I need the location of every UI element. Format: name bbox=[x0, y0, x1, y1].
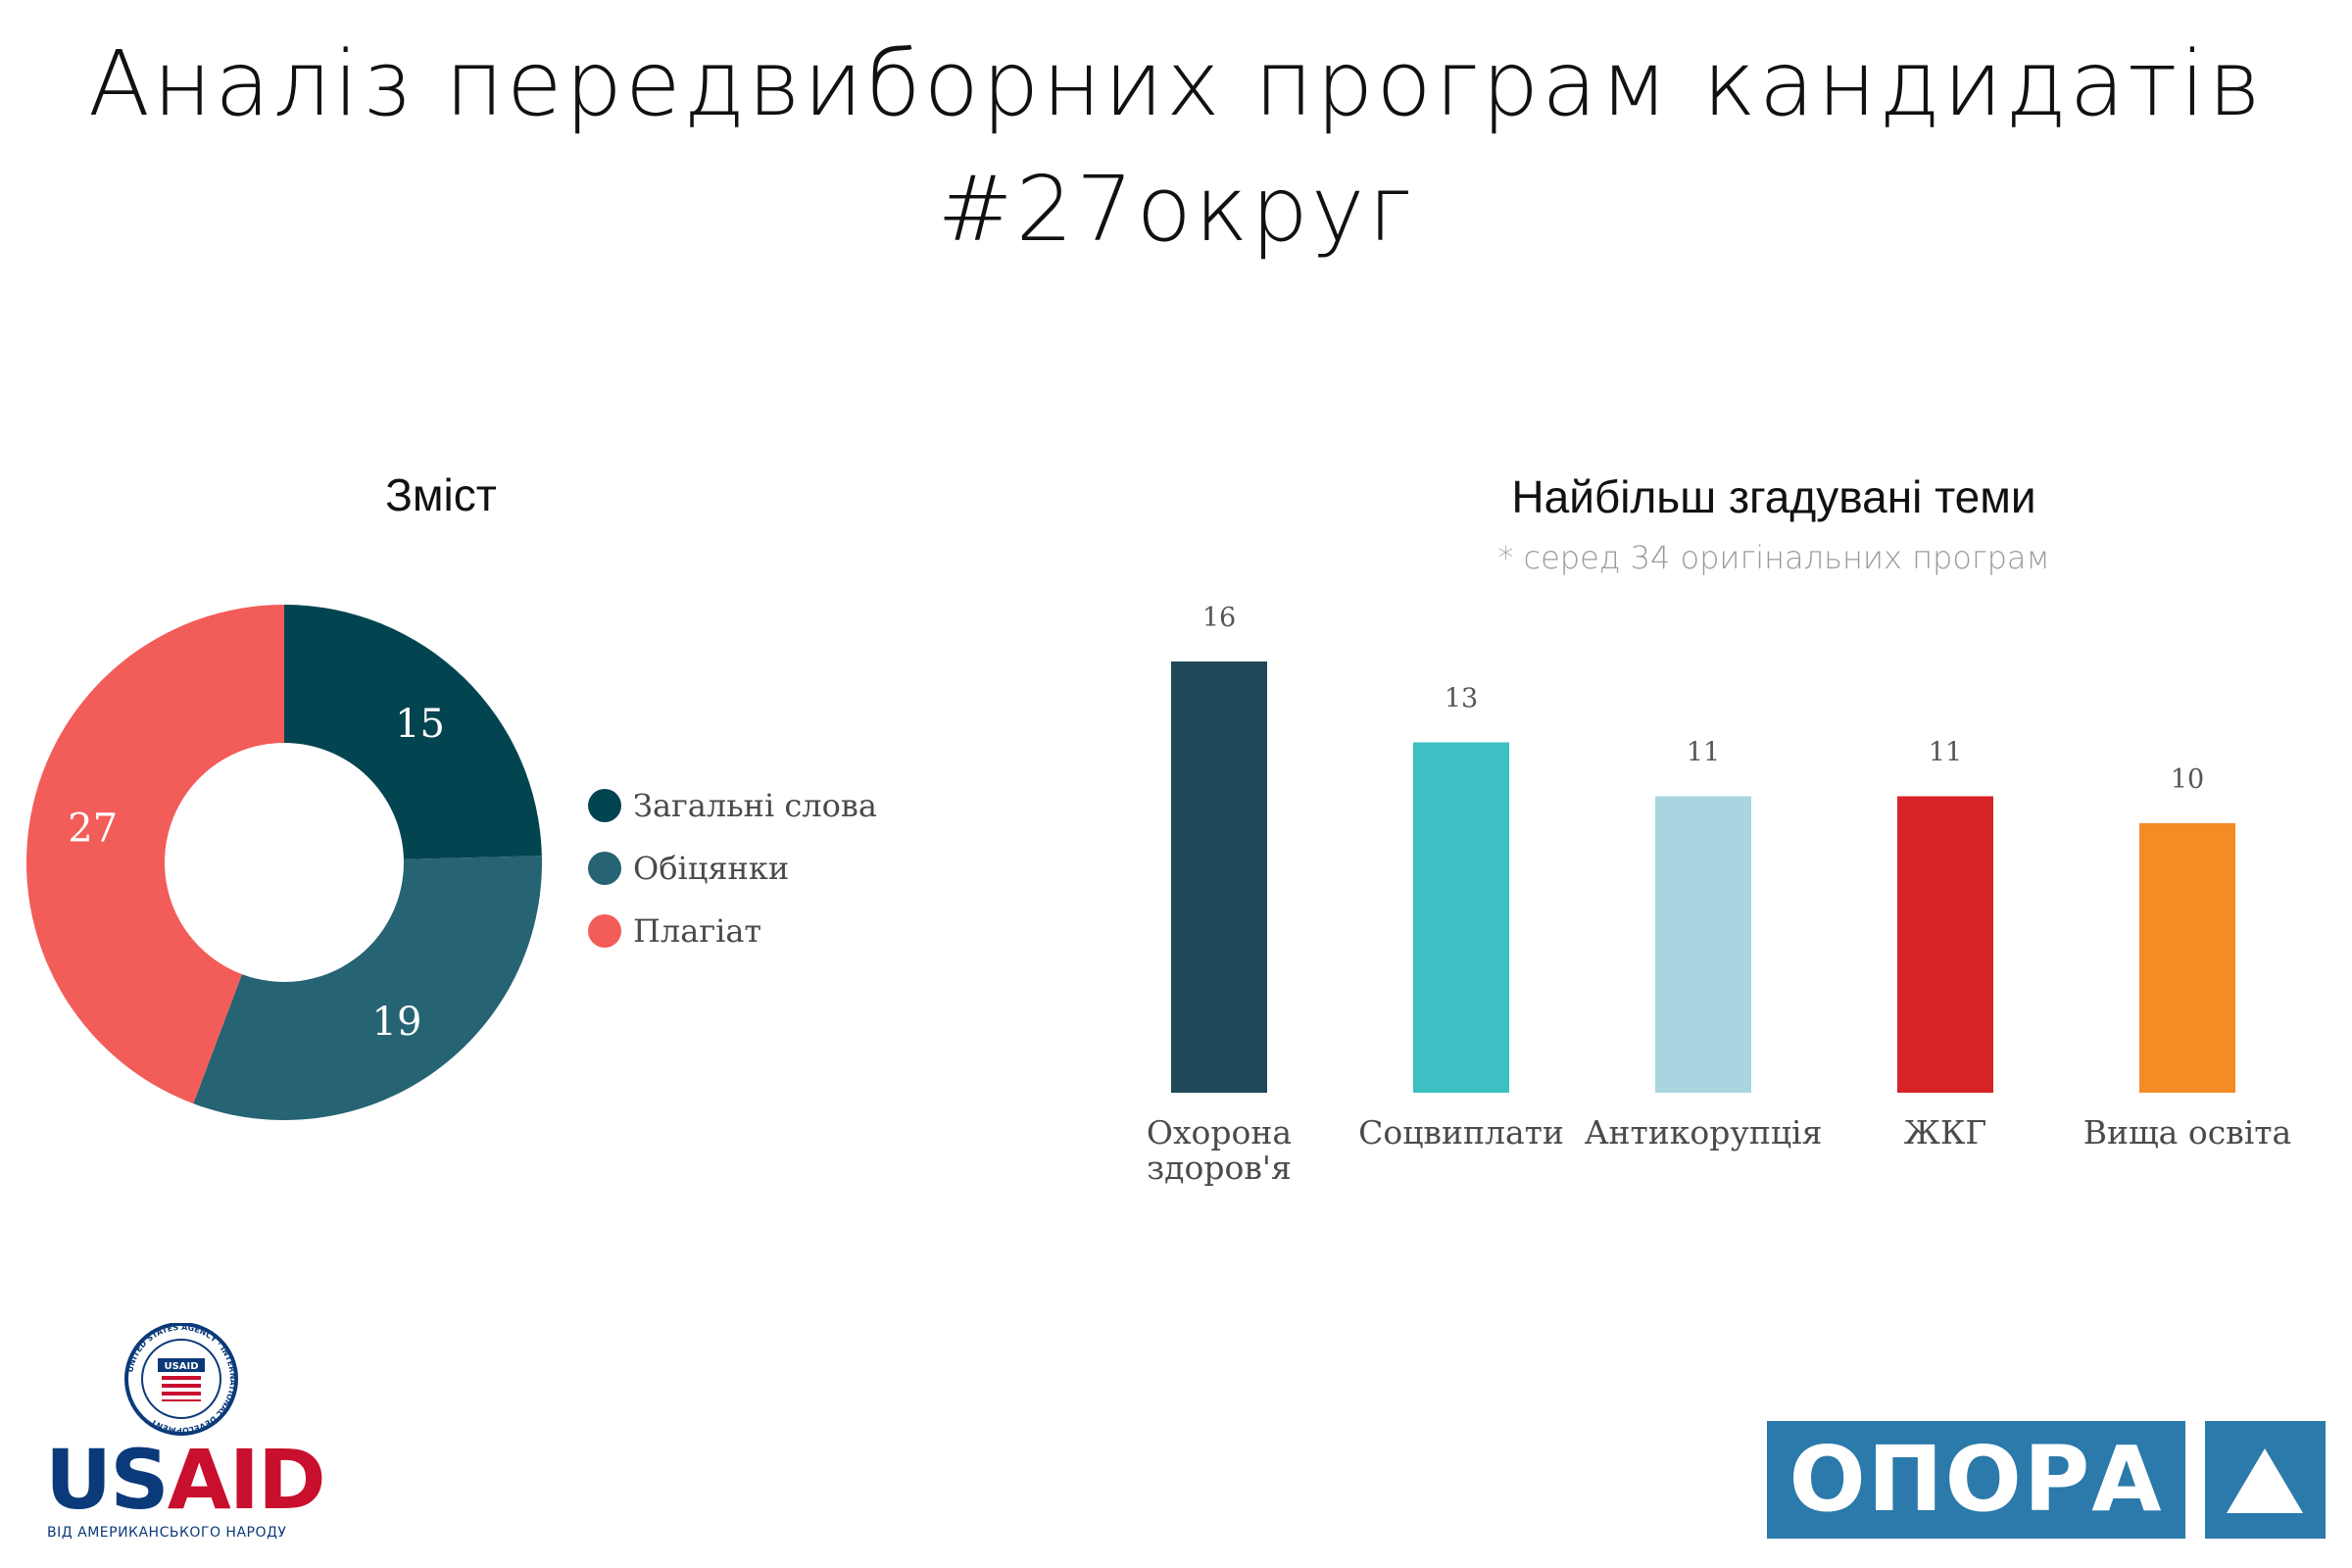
donut-slice-2 bbox=[26, 605, 285, 1104]
bar-1 bbox=[1413, 742, 1509, 1093]
bar-0 bbox=[1171, 662, 1267, 1093]
bar-value-label-0: 16 bbox=[1202, 603, 1236, 633]
bar-value-label-2: 11 bbox=[1687, 738, 1720, 768]
bar-value-label-3: 11 bbox=[1929, 738, 1962, 768]
bar-category-label-2: Антикорупція bbox=[1585, 1113, 1823, 1152]
donut-slice-label-2: 27 bbox=[68, 806, 118, 851]
bar-4 bbox=[2139, 823, 2235, 1093]
legend-item-plahiat: Плагіат bbox=[588, 900, 877, 962]
opora-logo: ОПОРА bbox=[1767, 1421, 2326, 1539]
triangle-icon bbox=[2205, 1421, 2326, 1539]
legend-swatch-icon bbox=[588, 789, 621, 822]
bar-category-label-4: Вища освіта bbox=[2083, 1113, 2292, 1152]
donut-legend: Загальні слова Обіцянки Плагіат bbox=[588, 774, 877, 962]
donut-slice-label-1: 19 bbox=[372, 1000, 422, 1045]
bar-chart: 16 Охорона здоров'я 13 Соцвиплати 11 Антикоруп… bbox=[1147, 603, 2292, 1187]
usaid-seal-icon: USAID UNITED STATES AGENCY · INTERNATION… bbox=[124, 1323, 238, 1436]
usaid-logo: USAID UNITED STATES AGENCY · INTERNATION… bbox=[39, 1323, 333, 1548]
bar-3 bbox=[1897, 796, 1993, 1093]
bar-2 bbox=[1655, 796, 1751, 1093]
page-title-line-1: Аналіз передвиборних програм кандидатів bbox=[88, 31, 2264, 136]
legend-swatch-icon bbox=[588, 914, 621, 948]
bar-value-label-4: 10 bbox=[2171, 764, 2204, 795]
bar-chart-subtitle: * серед 34 оригінальних програм bbox=[1497, 539, 2050, 576]
page-title-line-2: #27округ bbox=[937, 157, 1415, 262]
usaid-tagline: ВІД АМЕРИКАНСЬКОГО НАРОДУ bbox=[47, 1525, 287, 1541]
legend-swatch-icon bbox=[588, 852, 621, 885]
legend-item-obitsianky: Обіцянки bbox=[588, 837, 877, 900]
donut-slice-label-0: 15 bbox=[395, 702, 445, 747]
svg-text:USAID: USAID bbox=[164, 1361, 198, 1372]
page-title: Аналіз передвиборних програм кандидатів … bbox=[0, 22, 2352, 272]
legend-label: Плагіат bbox=[633, 912, 762, 950]
bar-value-label-1: 13 bbox=[1445, 684, 1478, 714]
bar-category-label-3: ЖКГ bbox=[1904, 1113, 1986, 1152]
donut-chart-title: Зміст bbox=[385, 469, 497, 520]
legend-label: Загальні слова bbox=[633, 787, 877, 824]
bar-chart-title: Найбільш згадувані теми bbox=[1511, 471, 2036, 522]
donut-chart: 15 19 27 bbox=[26, 605, 542, 1120]
opora-wordmark: ОПОРА bbox=[1767, 1421, 2185, 1539]
legend-label: Обіцянки bbox=[633, 850, 790, 887]
donut-slice-1 bbox=[193, 856, 542, 1120]
bar-category-label-0: Охорона здоров'я bbox=[1147, 1113, 1292, 1187]
usaid-wordmark: USAID bbox=[45, 1432, 326, 1528]
legend-item-zahalni-slova: Загальні слова bbox=[588, 774, 877, 837]
bar-category-label-1: Соцвиплати bbox=[1358, 1113, 1564, 1152]
donut-slice-0 bbox=[284, 605, 542, 859]
